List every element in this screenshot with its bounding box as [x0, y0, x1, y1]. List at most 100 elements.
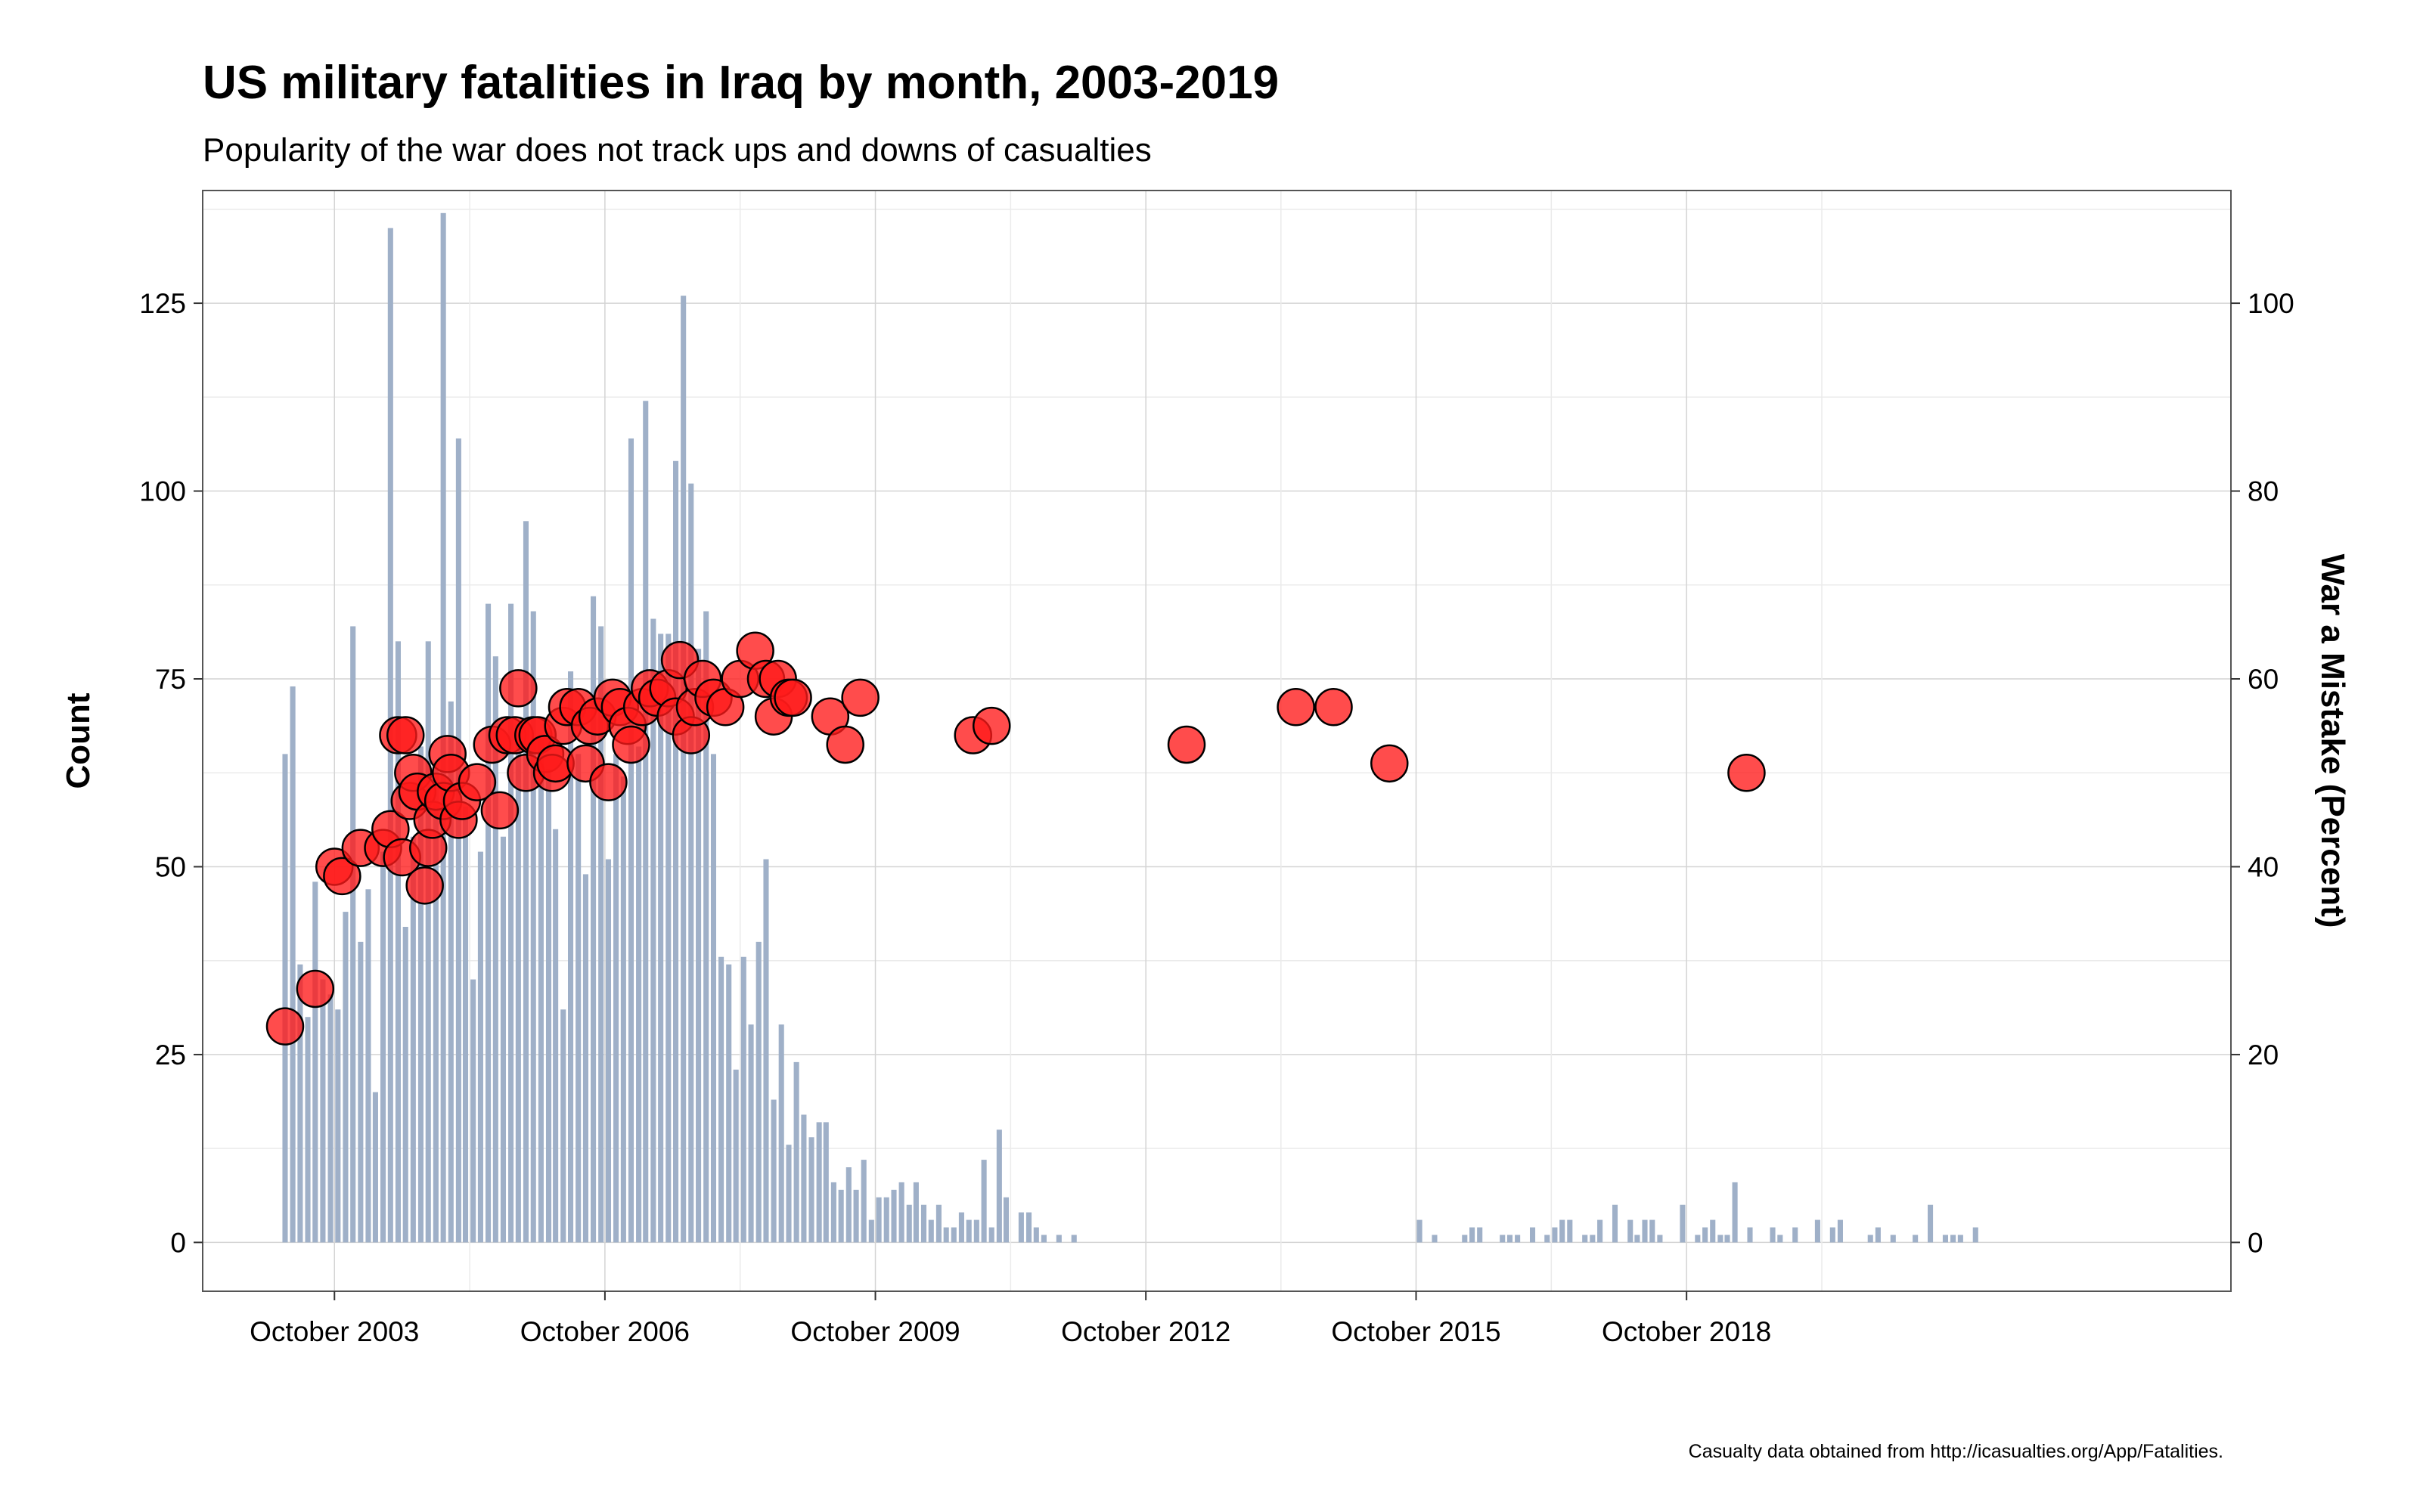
fatality-bar	[786, 1145, 792, 1243]
fatality-bar	[1747, 1227, 1753, 1243]
fatality-bar	[1071, 1235, 1077, 1243]
fatality-bar	[1837, 1219, 1843, 1243]
fatality-bar	[358, 941, 364, 1243]
fatality-bar	[898, 1182, 904, 1243]
fatality-bar	[567, 671, 574, 1243]
fatality-bar	[1515, 1235, 1521, 1243]
fatality-bar	[470, 979, 476, 1243]
war-mistake-point	[612, 725, 650, 764]
fatality-bar	[410, 836, 416, 1243]
fatality-bar	[1928, 1204, 1934, 1243]
fatality-bar	[1814, 1219, 1820, 1243]
fatality-bar	[492, 656, 498, 1243]
fatality-bar	[462, 806, 469, 1243]
fatality-bar	[658, 634, 664, 1243]
fatality-bar	[823, 1122, 829, 1243]
x-tick-label: October 2009	[790, 1316, 960, 1347]
points	[265, 631, 1766, 1046]
fatality-bar	[673, 460, 679, 1243]
fatality-bar	[1462, 1235, 1468, 1243]
fatality-bar	[830, 1182, 836, 1243]
fatality-bar	[1875, 1227, 1881, 1243]
fatality-bar	[1702, 1227, 1708, 1243]
fatality-bar	[440, 212, 446, 1243]
fatality-bar	[748, 1024, 754, 1243]
fatality-bar	[816, 1122, 822, 1243]
fatality-bar	[996, 1129, 1002, 1243]
fatality-bar	[1552, 1227, 1558, 1243]
y-axis-label: Count	[60, 692, 97, 789]
war-mistake-point	[296, 969, 335, 1009]
fatality-bar	[763, 859, 769, 1243]
fatality-bar	[433, 761, 439, 1243]
fatality-bar	[538, 739, 544, 1243]
fatality-bar	[425, 641, 431, 1243]
fatality-bar	[771, 1099, 777, 1243]
fatality-bar	[1634, 1235, 1640, 1243]
fatality-bar	[853, 1189, 859, 1243]
fatality-bar	[1777, 1235, 1783, 1243]
fatality-bar	[1642, 1219, 1648, 1243]
fatality-bar	[545, 769, 552, 1243]
y-tick-label: 0	[170, 1227, 186, 1258]
fatality-bar	[726, 964, 732, 1243]
war-mistake-point	[265, 1007, 305, 1046]
war-mistake-point	[774, 678, 812, 717]
war-mistake-point	[386, 716, 425, 754]
fatality-bar	[913, 1182, 919, 1243]
fatality-bar	[312, 881, 318, 1243]
fatality-bar	[1612, 1204, 1618, 1243]
fatality-bar	[845, 1167, 852, 1243]
fatality-bar	[808, 1137, 814, 1243]
fatality-bar	[335, 1009, 341, 1243]
fatality-bar	[710, 754, 717, 1243]
fatality-bar	[891, 1189, 897, 1243]
y-tick-label: 100	[139, 476, 186, 507]
fatality-bar	[417, 746, 424, 1243]
fatality-bar	[1732, 1182, 1738, 1243]
fatality-bar	[935, 1204, 942, 1243]
fatality-bar	[1627, 1219, 1634, 1243]
y2-tick-label: 60	[2248, 664, 2279, 695]
y-tick-label: 75	[155, 664, 186, 695]
fatality-bar	[966, 1219, 972, 1243]
fatality-bar	[402, 926, 408, 1243]
fatality-bar	[500, 836, 506, 1243]
war-mistake-point	[405, 866, 444, 905]
fatality-bar	[576, 754, 582, 1243]
fatality-bar	[1597, 1219, 1603, 1243]
war-mistake-point	[972, 706, 1011, 745]
fatality-bar	[1506, 1235, 1513, 1243]
fatality-bar	[755, 941, 762, 1243]
fatality-bar	[320, 979, 326, 1243]
fatality-bar	[1477, 1227, 1483, 1243]
fatality-bar	[628, 438, 634, 1243]
fatality-bar	[591, 596, 597, 1243]
fatality-bar	[305, 1017, 311, 1243]
fatality-bar	[1792, 1227, 1798, 1243]
caption: Casualty data obtained from http://icasu…	[1689, 1441, 2223, 1462]
x-tick-label: October 2012	[1061, 1316, 1230, 1347]
chart-subtitle: Popularity of the war does not track ups…	[203, 132, 1152, 169]
fatality-bar	[1913, 1235, 1919, 1243]
fatality-bar	[1432, 1235, 1438, 1243]
fatality-bar	[1724, 1235, 1730, 1243]
grid	[203, 191, 2231, 1291]
fatality-bar	[380, 851, 386, 1243]
x-tick-label: October 2018	[1602, 1316, 1771, 1347]
fatality-bar	[696, 649, 702, 1243]
fatality-bar	[1025, 1212, 1032, 1243]
fatality-bar	[981, 1160, 987, 1243]
fatality-bar	[1695, 1235, 1701, 1243]
fatality-bar	[620, 776, 626, 1243]
war-mistake-point	[1314, 688, 1353, 727]
fatality-bar	[560, 1009, 566, 1243]
fatality-bar	[943, 1227, 949, 1243]
y-tick-label: 125	[139, 288, 186, 319]
fatality-bar	[1033, 1227, 1039, 1243]
y-tick-label: 50	[155, 851, 186, 882]
y2-tick-label: 20	[2248, 1040, 2279, 1070]
y2-tick-label: 80	[2248, 476, 2279, 507]
war-mistake-point	[1167, 725, 1206, 764]
fatality-bar	[838, 1189, 844, 1243]
